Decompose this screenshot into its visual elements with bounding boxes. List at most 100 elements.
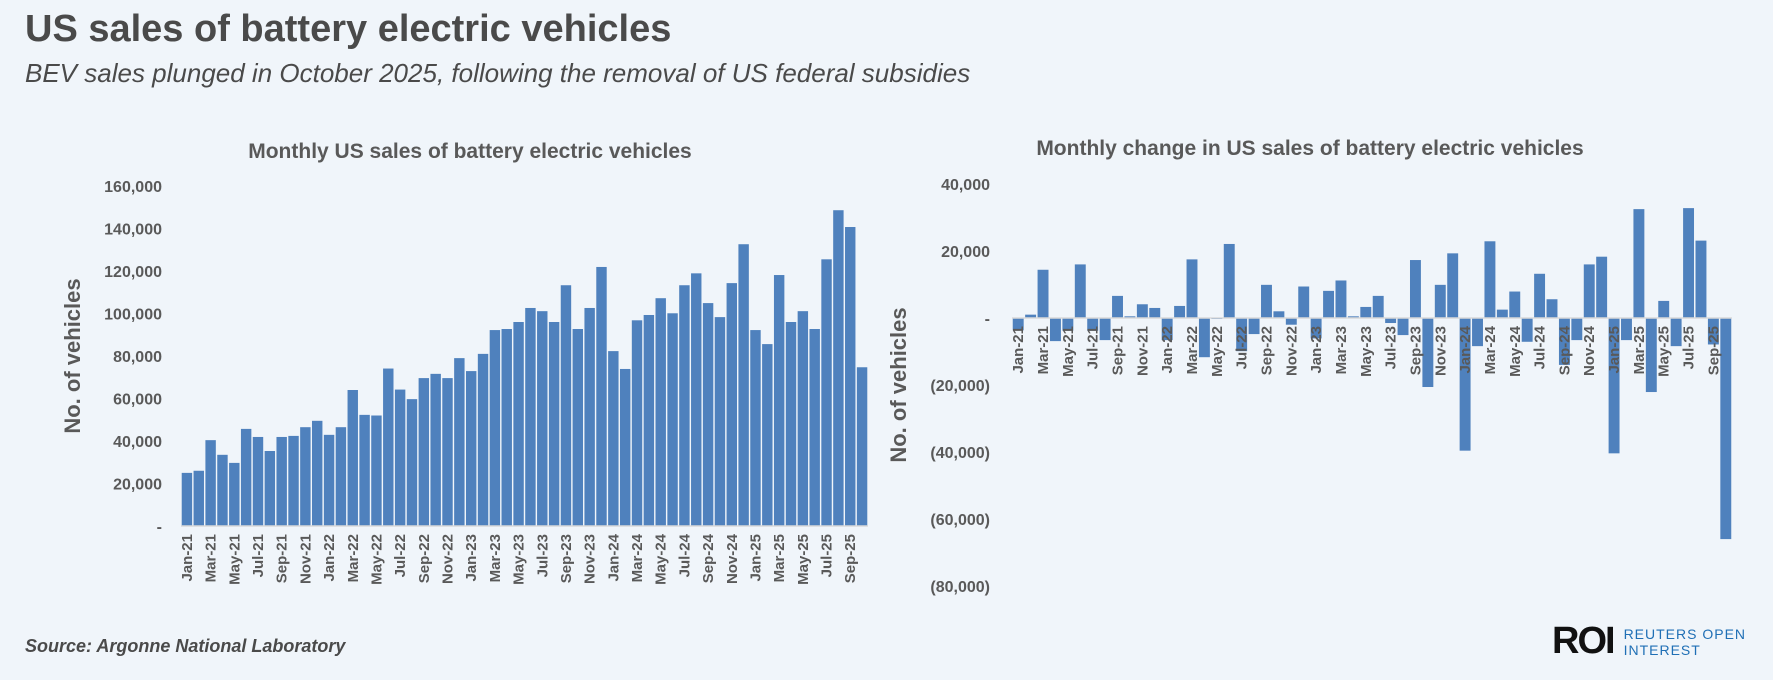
bar-Apr-21 — [217, 454, 228, 526]
bar-Dec-23 — [1447, 253, 1459, 318]
bar-Mar-23 — [489, 330, 501, 526]
bar-Aug-25 — [1695, 240, 1707, 318]
bar-Aug-22 — [1248, 318, 1260, 335]
bar-May-23 — [1360, 306, 1372, 318]
bar-Nov-23 — [1434, 284, 1446, 318]
bar-Sep-24 — [702, 303, 714, 526]
x-tick-label: May-22 — [368, 534, 385, 585]
x-tick-label: Jan-25 — [747, 534, 764, 582]
bar-Jun-23 — [1372, 295, 1384, 318]
bar-Dec-24 — [738, 244, 749, 526]
bar-Oct-24 — [714, 317, 726, 526]
bar-May-25 — [797, 311, 809, 526]
bar-Jun-21 — [1074, 264, 1086, 318]
bar-Nov-21 — [300, 427, 311, 526]
x-tick-label: Mar-22 — [1184, 326, 1201, 374]
bar-Feb-23 — [1323, 290, 1335, 318]
x-tick-label: Jan-22 — [321, 534, 338, 582]
y-axis-title: No. of vehicles — [60, 278, 85, 433]
bar-Jul-21 — [252, 436, 264, 526]
x-tick-label: Mar-25 — [771, 534, 788, 582]
bar-Mar-21 — [205, 440, 216, 526]
bar-Jul-21 — [1087, 318, 1099, 331]
x-tick-label: May-22 — [1209, 326, 1226, 377]
bar-Feb-22 — [1174, 305, 1186, 318]
bar-May-24 — [1509, 291, 1521, 318]
bar-Oct-23 — [572, 329, 584, 526]
bar-Mar-24 — [1484, 241, 1496, 318]
bar-Apr-25 — [785, 322, 797, 526]
bar-Jul-24 — [679, 285, 690, 526]
x-tick-label: Sep-23 — [558, 534, 575, 583]
bar-Oct-24 — [1571, 318, 1583, 341]
bar-Aug-24 — [691, 273, 702, 526]
bar-Jan-22 — [323, 434, 335, 526]
x-tick-label: Mar-24 — [1482, 325, 1499, 374]
y-tick-label: 20,000 — [113, 477, 162, 494]
bar-Feb-21 — [193, 470, 204, 526]
x-tick-label: Jul-24 — [1532, 325, 1549, 369]
bar-Aug-23 — [1397, 318, 1409, 336]
bar-Dec-21 — [1149, 307, 1161, 318]
logo-text-line2: INTEREST — [1623, 641, 1701, 658]
x-tick-label: May-23 — [1358, 326, 1375, 377]
bar-Nov-22 — [1285, 318, 1297, 325]
bar-Jan-23 — [465, 371, 477, 526]
y-tick-label: (60,000) — [930, 512, 990, 529]
x-tick-label: Sep-22 — [1258, 326, 1275, 375]
bar-Sep-23 — [560, 285, 572, 526]
bar-Nov-23 — [584, 307, 595, 526]
bar-Feb-24 — [619, 368, 631, 526]
x-tick-label: Nov-22 — [1283, 326, 1300, 376]
bar-Jan-21 — [1012, 318, 1024, 331]
bar-Dec-21 — [312, 420, 323, 526]
x-tick-label: Mar-21 — [203, 534, 220, 582]
change-chart: Monthly change in US sales of battery el… — [886, 137, 1732, 596]
bar-Jul-23 — [537, 311, 548, 526]
y-tick-label: 40,000 — [941, 177, 990, 194]
x-tick-label: Mar-23 — [487, 534, 504, 582]
bar-Apr-24 — [643, 314, 655, 526]
bar-Sep-23 — [1409, 260, 1421, 318]
bar-Dec-23 — [596, 266, 607, 526]
x-tick-label: Nov-23 — [1432, 326, 1449, 376]
x-tick-label: May-21 — [1060, 326, 1077, 377]
y-axis-title: No. of vehicles — [886, 307, 911, 462]
x-tick-label: May-21 — [226, 534, 243, 585]
bar-Nov-24 — [726, 283, 737, 526]
bar-Feb-25 — [762, 344, 773, 526]
x-tick-label: Mar-22 — [345, 534, 362, 582]
x-tick-label: Jan-22 — [1159, 326, 1176, 374]
x-tick-label: Mar-24 — [629, 533, 646, 582]
y-tick-label: (20,000) — [930, 378, 990, 395]
x-tick-label: Jan-21 — [179, 534, 196, 582]
x-tick-label: Nov-24 — [1581, 325, 1598, 376]
bar-May-25 — [1658, 300, 1670, 318]
bar-Jan-24 — [608, 351, 619, 526]
bar-Jun-25 — [809, 329, 820, 526]
bar-Oct-25 — [856, 367, 868, 526]
bar-Mar-25 — [1633, 209, 1645, 318]
logo-text: REUTERS OPEN INTEREST — [1624, 626, 1746, 658]
bar-Jun-22 — [383, 368, 394, 526]
sales-chart: Monthly US sales of battery electric veh… — [60, 140, 868, 585]
y-tick-label: 140,000 — [104, 222, 162, 239]
bar-Apr-21 — [1049, 318, 1061, 342]
bar-Jan-24 — [1459, 318, 1471, 451]
bar-Mar-22 — [347, 390, 358, 526]
bar-Aug-25 — [833, 210, 844, 526]
bar-Jan-25 — [750, 330, 761, 526]
x-tick-label: Jul-25 — [1681, 326, 1698, 369]
x-tick-label: Jan-21 — [1010, 326, 1027, 374]
bar-Apr-22 — [359, 414, 370, 526]
bar-Jan-22 — [1161, 318, 1173, 341]
bar-Jul-23 — [1385, 318, 1397, 324]
bar-Oct-23 — [1422, 318, 1434, 388]
x-tick-label: May-24 — [653, 533, 670, 585]
x-tick-label: Mar-25 — [1631, 326, 1648, 374]
x-tick-label: Sep-23 — [1407, 326, 1424, 375]
bar-Dec-24 — [1596, 256, 1608, 318]
bar-Sep-21 — [1112, 295, 1123, 318]
bar-May-23 — [513, 322, 524, 526]
x-tick-label: Nov-24 — [724, 533, 741, 584]
